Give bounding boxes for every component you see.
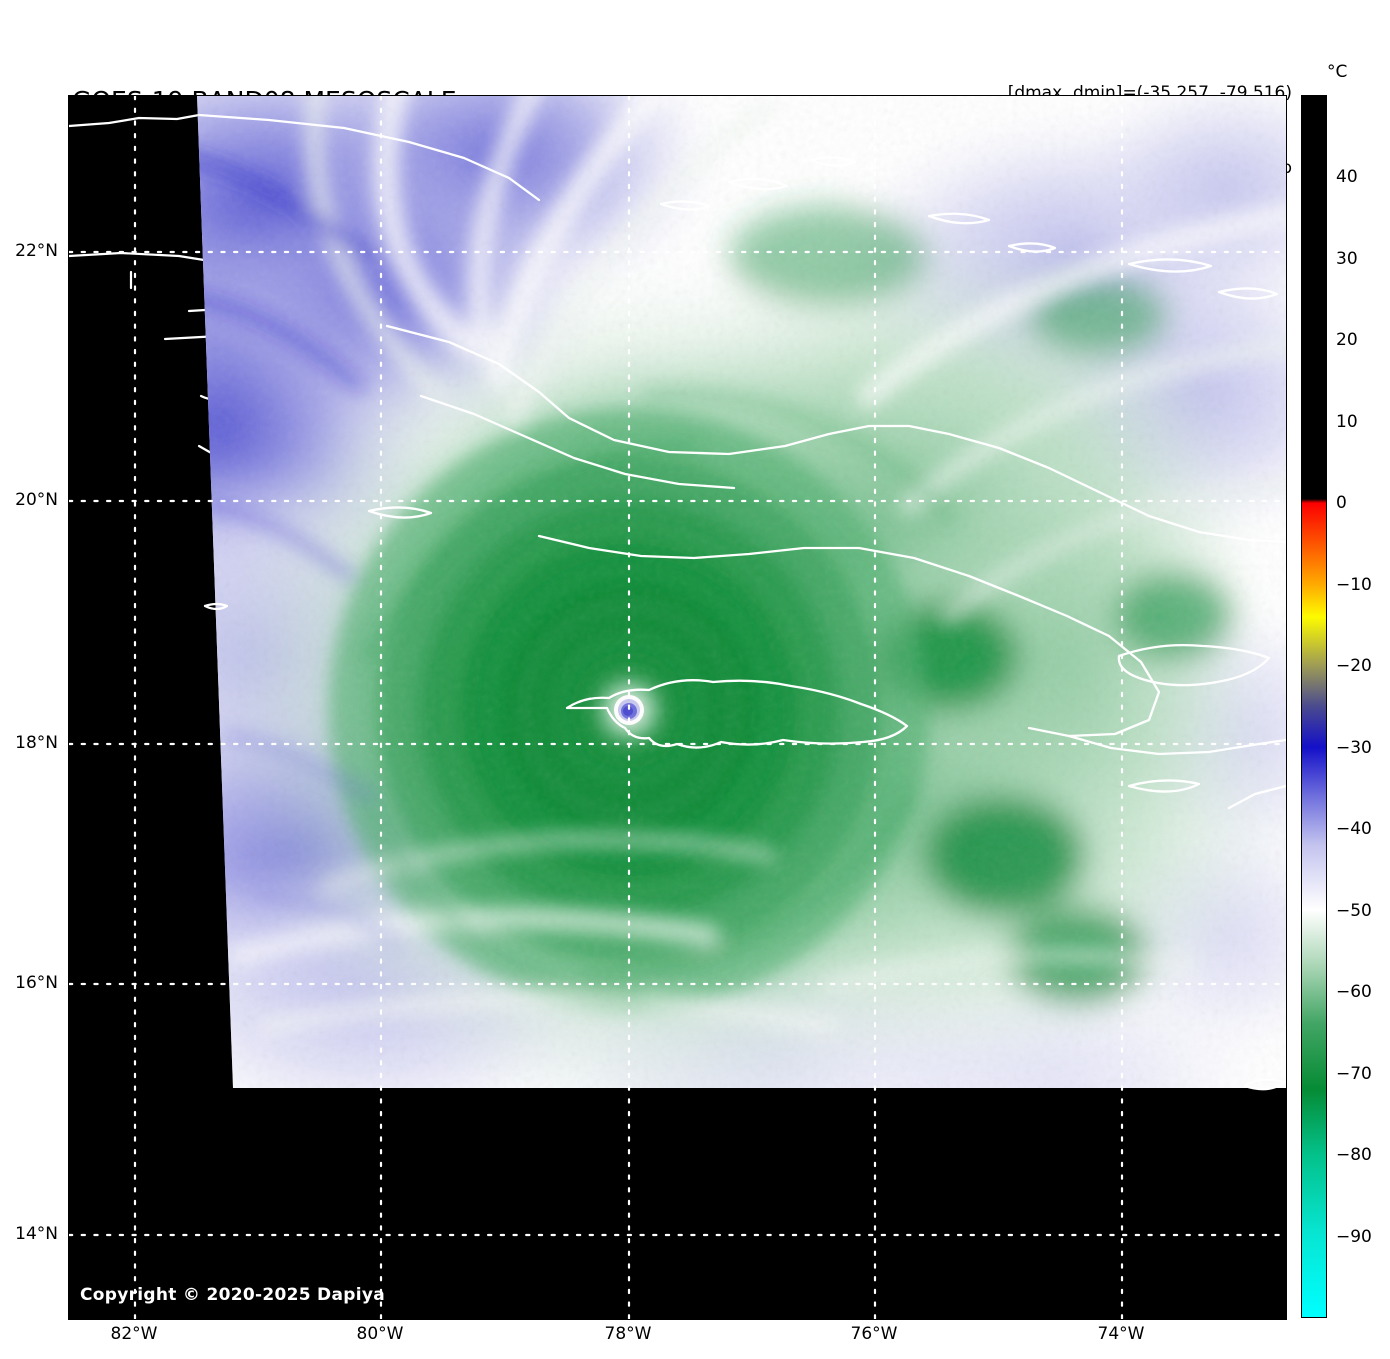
ir-brightness-temperature-field <box>197 96 1286 1088</box>
satellite-image-plot <box>68 95 1287 1320</box>
colorbar-tick: 20 <box>1336 330 1358 350</box>
ytick-label: 14°N <box>15 1224 58 1244</box>
graticule <box>69 96 1286 1319</box>
colorbar-tick: −60 <box>1336 982 1372 1002</box>
colorbar-tick: −80 <box>1336 1145 1372 1165</box>
colorbar <box>1301 95 1327 1318</box>
coastline-overlay <box>197 113 1286 1091</box>
colorbar-unit-label: °C <box>1327 62 1348 82</box>
copyright-notice: Copyright © 2020-2025 Dapiya <box>80 1285 385 1305</box>
colorbar-tick: 0 <box>1336 493 1347 513</box>
colorbar-tick: −70 <box>1336 1064 1372 1084</box>
ytick-label: 20°N <box>15 490 58 510</box>
xtick-label: 74°W <box>1097 1324 1145 1344</box>
xtick-label: 80°W <box>356 1324 404 1344</box>
colorbar-tick: −20 <box>1336 656 1372 676</box>
xtick-label: 76°W <box>850 1324 898 1344</box>
colorbar-tick: 40 <box>1336 167 1358 187</box>
colorbar-tick: −30 <box>1336 738 1372 758</box>
xtick-label: 82°W <box>110 1324 158 1344</box>
satellite-imagery-canvas <box>69 96 1286 1319</box>
xtick-label: 78°W <box>604 1324 652 1344</box>
colorbar-tick: −50 <box>1336 901 1372 921</box>
colorbar-tick: 10 <box>1336 412 1358 432</box>
ytick-label: 16°N <box>15 973 58 993</box>
colorbar-tick: −10 <box>1336 575 1372 595</box>
colorbar-tick: −90 <box>1336 1227 1372 1247</box>
colorbar-tick: −40 <box>1336 819 1372 839</box>
ytick-label: 22°N <box>15 241 58 261</box>
colorbar-tick: 30 <box>1336 249 1358 269</box>
colorbar-gradient <box>1302 96 1326 1317</box>
ytick-label: 18°N <box>15 733 58 753</box>
